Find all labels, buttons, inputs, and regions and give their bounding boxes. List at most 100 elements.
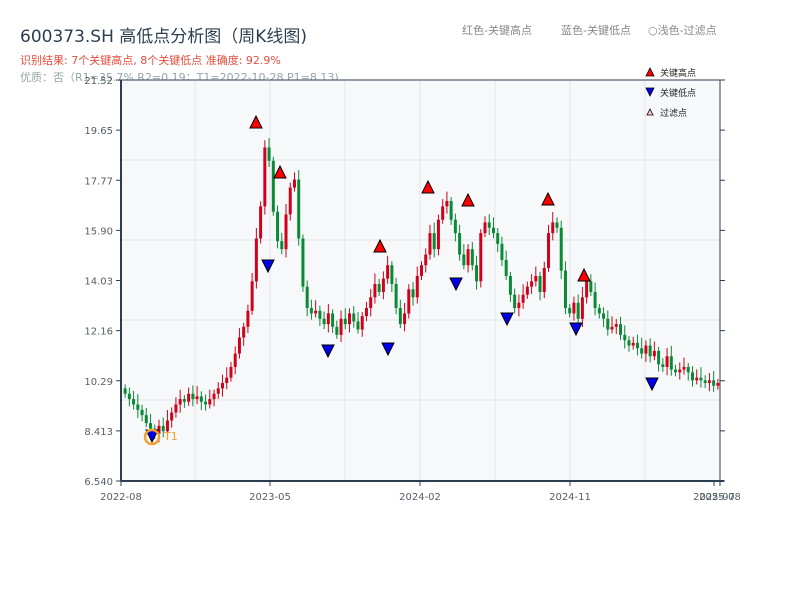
candle-body — [690, 372, 694, 381]
legend-label: 关键高点 — [660, 67, 696, 79]
candle-body — [386, 265, 390, 279]
candle-body — [263, 147, 267, 207]
candle-body — [144, 415, 148, 424]
candle-body — [602, 313, 606, 319]
candle-body — [712, 380, 716, 386]
candle-body — [534, 275, 538, 282]
candle-body — [191, 393, 195, 400]
legend-high-icon — [645, 67, 655, 77]
candle-body — [504, 259, 508, 276]
candle-body — [686, 366, 690, 373]
key-low-marker — [569, 322, 583, 337]
candle-body — [161, 425, 165, 432]
candle-body — [381, 278, 385, 293]
candle-body — [555, 222, 559, 228]
candle-body — [669, 356, 673, 370]
key-low-marker — [449, 277, 463, 292]
key-high-marker — [577, 267, 591, 282]
candle-body — [517, 302, 521, 309]
candle-body — [292, 179, 296, 188]
candle-body — [614, 324, 618, 327]
candle-body — [597, 308, 601, 314]
legend-label: 关键低点 — [660, 87, 696, 99]
candle-body — [483, 222, 487, 234]
candle-body — [318, 310, 322, 319]
candle-body — [267, 147, 271, 161]
candle-body — [174, 404, 178, 413]
x-tick-label: 2023-05 — [249, 492, 291, 503]
candle-body — [276, 211, 280, 242]
y-tick-label: 8.413 — [84, 427, 113, 438]
candle-body — [140, 409, 144, 416]
candle-body — [195, 396, 199, 400]
candle-body — [500, 243, 504, 260]
candle-body — [305, 286, 309, 309]
candle-body — [199, 396, 203, 402]
grid-lines — [121, 80, 720, 481]
candle-body — [479, 233, 483, 282]
candle-body — [407, 289, 411, 314]
candle-body — [182, 399, 186, 402]
legend-filtered-icon — [646, 108, 654, 116]
candle-body — [652, 350, 656, 357]
candle-body — [674, 369, 678, 373]
candle-body — [682, 366, 686, 370]
candle-body — [644, 345, 648, 354]
candle-body — [593, 292, 597, 309]
pivot-markers: T1 — [143, 114, 659, 446]
candle-body — [237, 337, 241, 354]
candle-body — [343, 318, 347, 325]
candle-body — [165, 420, 169, 432]
candle-body — [551, 222, 555, 234]
candle-body — [284, 214, 288, 250]
candle-body — [635, 342, 639, 349]
candle-body — [225, 377, 229, 384]
candle-body — [221, 383, 224, 389]
candle-body — [246, 310, 250, 327]
candle-body — [394, 283, 398, 309]
candle-body — [326, 313, 330, 325]
candle-body — [623, 334, 627, 341]
candle-body — [449, 200, 453, 220]
candle-body — [356, 321, 360, 330]
candle-body — [470, 249, 474, 266]
key-high-marker — [273, 164, 287, 179]
candle-body — [619, 324, 622, 335]
key-low-marker — [645, 377, 659, 392]
candle-body — [538, 275, 542, 293]
candle-body — [208, 399, 212, 405]
candles — [123, 138, 720, 443]
candle-body — [657, 350, 661, 365]
candle-body — [233, 353, 237, 367]
candle-body — [377, 283, 381, 293]
candle-body — [530, 281, 534, 287]
candle-body — [462, 254, 466, 266]
candle-body — [309, 308, 313, 314]
candle-body — [453, 219, 457, 234]
chart-title: 600373.SH 高低点分析图（周K线图) — [20, 27, 308, 47]
candle-body — [322, 318, 326, 325]
y-tick-label: 15.90 — [84, 226, 113, 237]
candle-body — [369, 297, 373, 309]
candle-body — [364, 308, 368, 317]
candle-body — [254, 238, 258, 282]
legend-label: 过滤点 — [660, 107, 687, 119]
candle-body — [352, 313, 356, 322]
candle-body — [297, 179, 301, 239]
candle-body — [187, 393, 191, 402]
key-high-marker — [373, 238, 387, 253]
key-low-marker — [261, 259, 275, 274]
key-low-marker — [321, 344, 335, 359]
recognition-result: 识别结果: 7个关键高点, 8个关键低点 准确度: 92.9% — [20, 54, 281, 67]
key-high-marker — [461, 192, 475, 207]
candle-body — [403, 313, 407, 325]
key-high-marker — [541, 191, 555, 206]
candle-body — [648, 345, 652, 357]
candle-body — [508, 275, 512, 295]
x-tick-label: 2024-11 — [549, 492, 591, 503]
candle-body — [216, 388, 220, 394]
candle-body — [132, 399, 136, 405]
candle-body — [280, 241, 284, 250]
candle-body — [259, 206, 263, 239]
candle-body — [466, 249, 470, 266]
